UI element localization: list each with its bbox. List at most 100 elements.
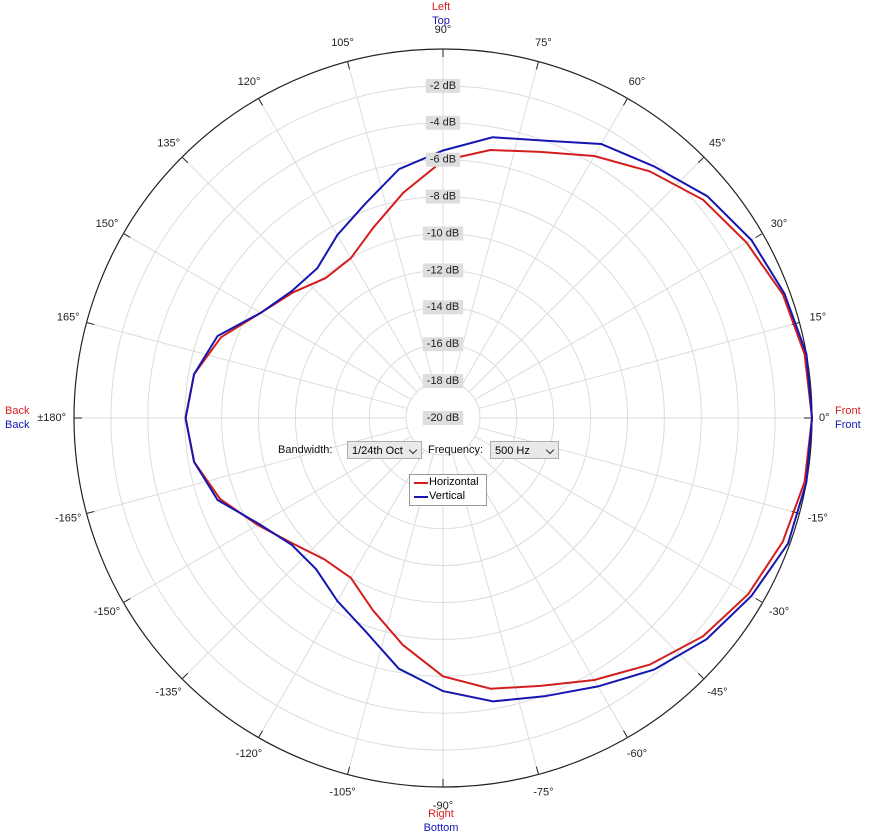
grid-spoke [452,61,539,383]
legend-label: Horizontal [429,476,479,488]
angle-tick-label: -45° [707,686,727,698]
r-tick-label-bg [422,374,464,389]
legend-item: Horizontal [410,475,486,489]
angle-tick [181,672,189,680]
grid-spoke [461,98,628,387]
angle-tick [755,233,763,238]
legend: Horizontal Vertical [409,474,487,506]
direction-label: Right [428,808,454,820]
angle-tick-label: 0° [819,412,830,424]
grid-spoke [347,453,434,775]
angle-tick [755,598,763,603]
angle-tick-label: 90° [435,24,452,36]
angle-tick-label: -30° [769,606,789,618]
angle-tick-label: 120° [238,76,261,88]
r-tick-label: -12 dB [427,264,459,276]
r-tick-label: -14 dB [427,301,459,313]
grid-spoke [478,322,800,409]
angle-tick [535,766,539,775]
angle-tick-label: 105° [331,37,354,49]
r-tick-label: -20 dB [427,412,459,424]
angle-tick-label: 60° [629,76,646,88]
legend-swatch [414,496,428,498]
angle-tick-label: -90° [433,800,453,812]
angle-tick [258,730,263,738]
series-line [184,136,814,703]
legend-item: Vertical [410,489,486,503]
grid-spoke [474,233,763,400]
legend-swatch [414,482,428,484]
grid-spoke [468,156,705,393]
grid-spoke [86,322,408,409]
direction-label: Front [835,419,861,431]
angle-tick [347,61,351,70]
r-tick-label-bg [425,189,461,204]
r-tick-label: -10 dB [427,227,459,239]
angle-tick-label: -150° [94,606,120,618]
grid-spoke [123,436,412,603]
r-tick-label: -4 dB [430,117,456,129]
angle-tick [123,233,131,238]
angle-tick-label: -120° [236,748,262,760]
angle-tick-label: -165° [55,512,81,524]
angle-tick [697,672,705,680]
angle-tick-label: 45° [709,138,726,150]
angle-tick-label: -15° [808,512,828,524]
direction-label: Left [432,1,450,13]
angle-tick-label: -60° [627,748,647,760]
direction-label: Back [5,419,30,431]
angle-tick-label: ±180° [37,412,66,424]
r-tick-label: -6 dB [430,154,456,166]
angle-tick-label: 15° [809,311,826,323]
r-tick-label: -2 dB [430,80,456,92]
r-tick-label-bg [425,152,461,167]
bandwidth-select[interactable]: 1/24th Oct [347,441,422,459]
angle-tick [86,322,95,326]
r-tick-label: -18 dB [427,375,459,387]
angle-tick-label: -135° [155,686,181,698]
direction-label: Bottom [424,822,459,834]
angle-tick [623,98,628,106]
series-line [184,148,814,690]
angle-tick-label: 150° [96,218,119,230]
r-tick-label: -8 dB [430,191,456,203]
angle-tick-label: 165° [57,311,80,323]
angle-tick [347,766,351,775]
grid-spoke [461,449,628,738]
angle-tick-label: 75° [535,37,552,49]
r-tick-label-bg [422,300,464,315]
direction-label: Top [432,15,450,27]
bandwidth-label: Bandwidth: [278,444,333,456]
marks [184,136,814,703]
angle-tick [181,156,189,164]
r-tick-label-bg [422,337,464,352]
frequency-select[interactable]: 500 Hz [490,441,559,459]
angle-tick [623,730,628,738]
grid-spoke [468,443,705,680]
angle-tick [258,98,263,106]
r-tick-label: -16 dB [427,338,459,350]
frequency-label: Frequency: [428,444,484,456]
grid-spoke [258,449,425,738]
grid-spoke [347,61,434,383]
r-tick-label-bg [422,411,464,425]
legend-label: Vertical [429,490,466,502]
labels: 0° 15° 30° 45° 60° 75° 90° 105° 120° 135° 150° 165°… [37,24,829,812]
angle-tick-label: -105° [329,787,355,799]
grid-spoke [181,443,418,680]
grid-spoke [474,436,763,603]
grid-spoke [452,453,539,775]
grid-spoke [258,98,425,387]
grid-spoke [181,156,418,393]
angle-tick [697,156,705,164]
r-tick-label-bg [422,263,464,278]
angle-tick [86,510,95,514]
r-tick-label-bg [422,226,464,241]
angle-tick [535,61,539,70]
angle-tick-label: 135° [157,138,180,150]
direction-label: Back [5,405,30,417]
direction-label: Front [835,405,861,417]
r-tick-label-bg [425,78,461,93]
